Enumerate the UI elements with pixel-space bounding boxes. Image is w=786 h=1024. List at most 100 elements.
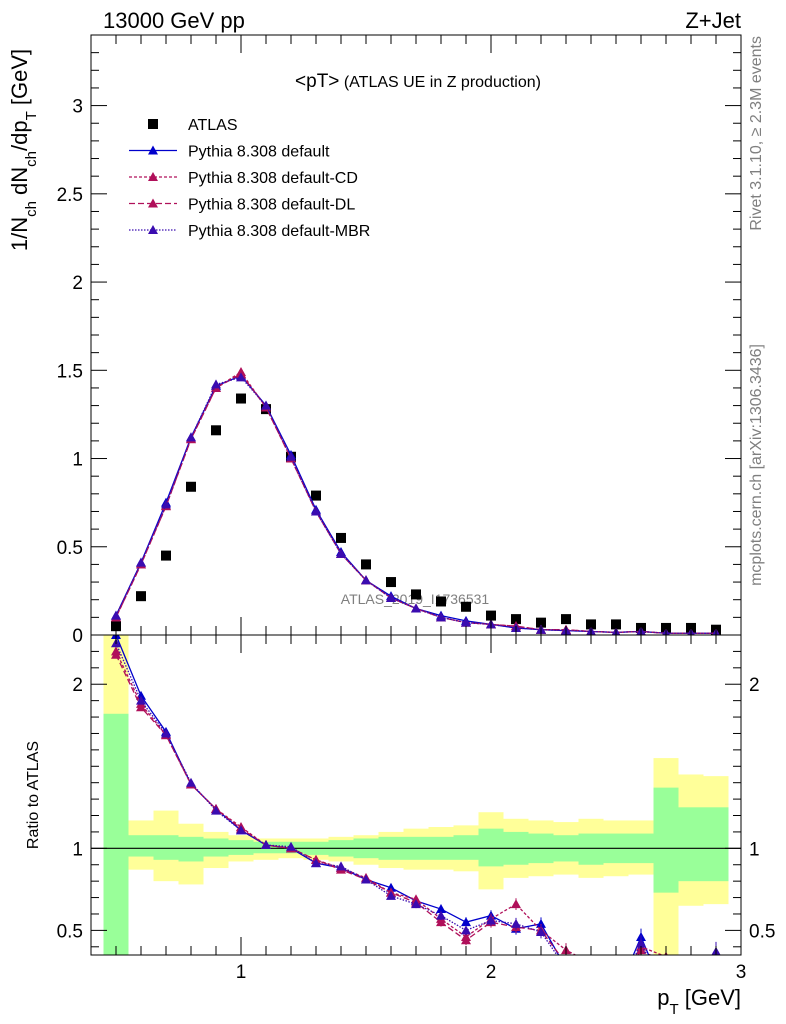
main-y-tick-label: 2.5 (57, 185, 83, 206)
main-series-marker (461, 617, 471, 627)
x-tick-label: 1 (236, 962, 247, 983)
ratio-series-marker (611, 991, 621, 1000)
ratio-series-marker (186, 777, 196, 787)
ratio-y-tick-label: 2 (72, 675, 83, 696)
header-left: 13000 GeV pp (103, 8, 245, 33)
atlas-data-point (186, 481, 196, 492)
main-series-marker (311, 506, 321, 516)
legend-marker-triangle (148, 225, 158, 234)
main-y-tick-label: 1 (72, 450, 83, 471)
ratio-series-marker (611, 991, 621, 1000)
ratio-series-marker (361, 874, 371, 884)
main-title-suffix: (ATLAS UE in Z production) (339, 74, 541, 91)
main-series-marker (386, 592, 396, 602)
ratio-series-marker (511, 918, 521, 928)
ratio-series-marker (536, 918, 546, 928)
ratio-series-marker (111, 649, 121, 659)
legend-label: Pythia 8.308 default (188, 144, 330, 161)
ratio-series-marker (661, 958, 671, 967)
ratio-series-marker (561, 963, 571, 972)
main-series-marker (336, 548, 346, 558)
main-series-marker (361, 575, 371, 585)
main-y-tick-label: 0 (72, 626, 83, 647)
atlas-data-point (236, 393, 246, 404)
ratio-series-marker (611, 991, 621, 1000)
ratio-series-marker (236, 825, 246, 835)
ratio-series-marker (136, 695, 146, 705)
legend-marker-square (148, 119, 158, 129)
ratio-series-marker (136, 702, 146, 712)
ratio-series-marker (336, 861, 346, 871)
atlas-data-point (136, 591, 146, 602)
atlas-data-point (611, 619, 621, 630)
stat-uncertainty-band (478, 828, 504, 867)
main-series-marker (261, 400, 271, 410)
atlas-data-point (461, 601, 471, 612)
main-series-marker (186, 432, 196, 442)
ratio-y-tick-label-right: 2 (749, 675, 760, 696)
ratio-series-marker (436, 904, 446, 914)
stat-uncertainty-band (203, 838, 229, 857)
ratio-series-marker (436, 917, 446, 927)
y-axis-label-main: 1/Nch dNch/dpT [GeV] (7, 49, 40, 251)
legend-label: ATLAS (188, 117, 238, 134)
ratio-y-tick-label: 0.5 (57, 921, 83, 942)
rivet-label: Rivet 3.1.10, ≥ 2.3M events (748, 36, 765, 231)
main-series-marker (436, 612, 446, 622)
ratio-series-marker (436, 910, 446, 920)
atlas-data-point (161, 550, 171, 561)
x-tick-label: 3 (736, 962, 747, 983)
main-series-marker (136, 557, 146, 567)
legend-label: Pythia 8.308 default-MBR (188, 223, 370, 240)
ratio-series-marker (586, 958, 596, 967)
atlas-data-point (586, 619, 596, 630)
atlas-data-point (311, 490, 321, 501)
ratio-y-tick-label-right: 0.5 (749, 921, 775, 942)
stat-uncertainty-band (578, 833, 604, 865)
ratio-series-marker (586, 958, 596, 967)
ratio-series-marker (386, 890, 396, 900)
ratio-series-marker (636, 938, 646, 948)
main-series-marker (161, 499, 171, 509)
stat-uncertainty-band (128, 835, 154, 857)
ratio-series-marker (286, 841, 296, 851)
stat-uncertainty-band (228, 840, 254, 855)
legend-marker-triangle (148, 172, 158, 181)
ratio-series-marker (386, 882, 396, 892)
y-axis-label-ratio: Ratio to ATLAS (25, 741, 42, 849)
atlas-data-point (486, 610, 496, 621)
main-series-marker (211, 379, 221, 389)
atlas-data-point (361, 559, 371, 570)
legend-marker-triangle (148, 145, 158, 155)
ratio-series-marker (511, 899, 521, 909)
stat-uncertainty-band (153, 835, 179, 860)
ratio-series-marker (486, 915, 496, 925)
stat-uncertainty-band (453, 835, 479, 860)
atlas-data-point (211, 425, 221, 436)
main-series-marker (411, 603, 421, 613)
main-series-layer (111, 367, 721, 635)
ratio-y-tick-label: 1 (72, 839, 83, 860)
axis-ticks: 00.511.522.530.5 0.51 12 21 2 3 (57, 35, 775, 983)
legend-label: Pythia 8.308 default-CD (188, 170, 358, 187)
ratio-series-marker (161, 728, 171, 738)
header-right: Z+Jet (685, 8, 741, 33)
ratio-series-marker (311, 858, 321, 868)
ratio-series-layer (111, 635, 721, 1000)
legend: ATLAS Pythia 8.308 default Pythia 8.308 de… (129, 117, 370, 240)
stat-uncertainty-band (653, 787, 679, 893)
ratio-series-marker (461, 925, 471, 935)
ratio-series-marker (261, 840, 271, 850)
main-title: <pT> (ATLAS UE in Z production) (295, 71, 541, 92)
x-tick-label: 2 (486, 962, 497, 983)
mcplots-label: mcplots.cern.ch [arXiv:1306.3436] (748, 344, 765, 586)
main-title-prefix: <pT> (295, 71, 339, 92)
ratio-series-line (115, 642, 717, 955)
ratio-y-tick-label-right: 1 (749, 839, 760, 860)
ratio-series-marker (561, 963, 571, 972)
main-series-marker (286, 451, 296, 461)
ratio-series-marker (536, 927, 546, 937)
atlas-data-point (561, 614, 571, 625)
atlas-data-point (386, 577, 396, 588)
